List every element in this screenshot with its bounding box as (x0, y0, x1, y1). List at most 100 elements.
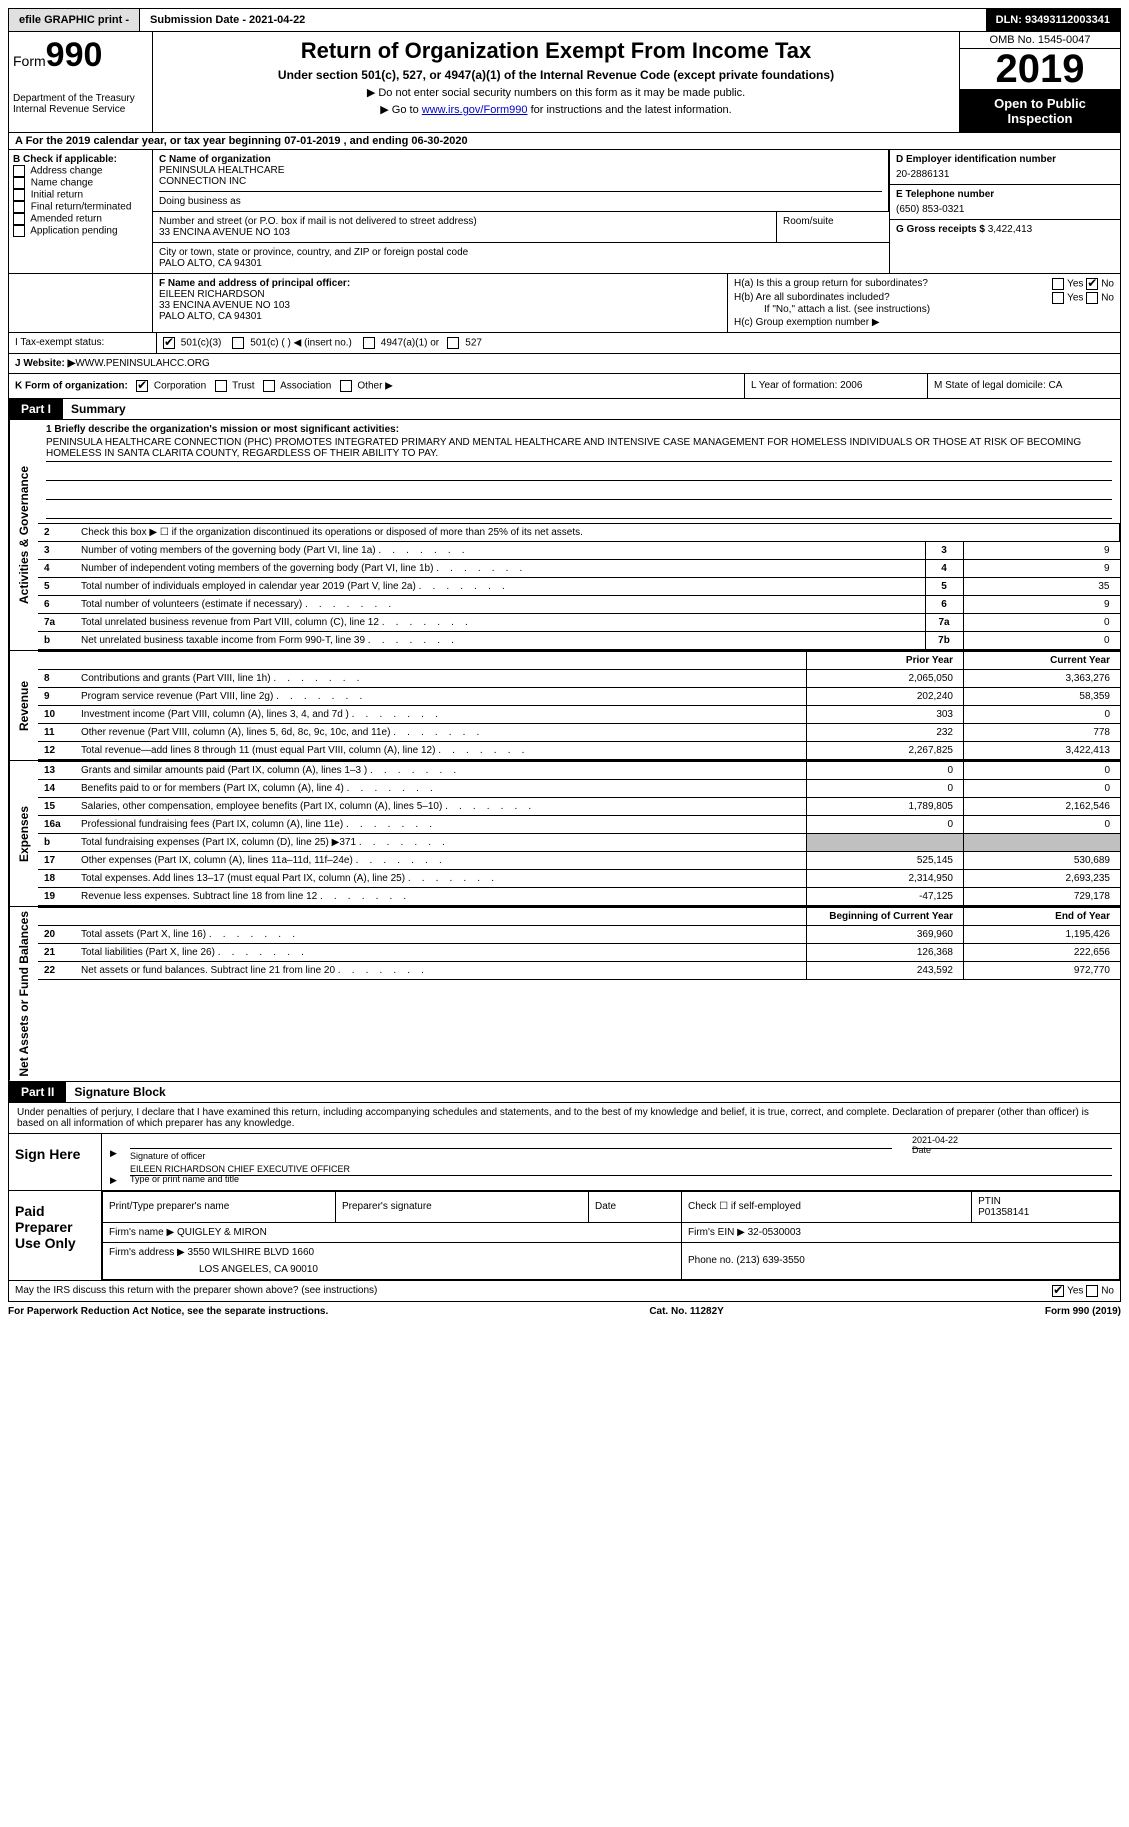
preparer-table: Print/Type preparer's name Preparer's si… (102, 1191, 1120, 1280)
section-f-h: F Name and address of principal officer:… (8, 274, 1121, 333)
hc-label: H(c) Group exemption number ▶ (734, 317, 1114, 328)
firm-ein: 32-0530003 (748, 1227, 801, 1238)
ptin-value: P01358141 (978, 1207, 1113, 1218)
form-subtitle: Under section 501(c), 527, or 4947(a)(1)… (159, 68, 953, 82)
sig-officer-label: Signature of officer (130, 1148, 892, 1161)
firm-addr1: 3550 WILSHIRE BLVD 1660 (188, 1247, 315, 1258)
org-name-label: C Name of organization (159, 154, 882, 165)
prep-name-label: Print/Type preparer's name (103, 1191, 336, 1222)
checkbox-item[interactable]: Final return/terminated (13, 201, 148, 213)
table-row: 9Program service revenue (Part VIII, lin… (38, 688, 1120, 706)
phone-value: (213) 639-3550 (736, 1255, 804, 1266)
opt-501c3: 501(c)(3) (181, 338, 222, 349)
firm-addr2: LOS ANGELES, CA 90010 (199, 1264, 675, 1275)
table-row: 10Investment income (Part VIII, column (… (38, 706, 1120, 724)
table-row: 6Total number of volunteers (estimate if… (38, 596, 1120, 614)
line-i: I Tax-exempt status: 501(c)(3) 501(c) ( … (8, 333, 1121, 354)
net-table: Beginning of Current YearEnd of Year 20T… (38, 907, 1120, 980)
checkbox-item[interactable]: Application pending (13, 225, 148, 237)
th-end: End of Year (964, 908, 1121, 926)
opt-trust: Trust (232, 381, 254, 392)
opt-501c: 501(c) ( ) ◀ (insert no.) (250, 338, 352, 349)
table-row: 16aProfessional fundraising fees (Part I… (38, 816, 1120, 834)
checkbox-item[interactable]: Initial return (13, 189, 148, 201)
dept-irs: Internal Revenue Service (13, 104, 148, 115)
form-org-label: K Form of organization: (15, 381, 128, 392)
mission-block: 1 Briefly describe the organization's mi… (38, 420, 1120, 523)
hb-note: If "No," attach a list. (see instruction… (764, 304, 1114, 315)
firm-addr-label: Firm's address ▶ (109, 1247, 185, 1258)
rev-table: Prior YearCurrent Year 8Contributions an… (38, 651, 1120, 760)
table-row: 8Contributions and grants (Part VIII, li… (38, 670, 1120, 688)
gross-label: G Gross receipts $ (896, 224, 985, 235)
org-name-1: PENINSULA HEALTHCARE (159, 165, 882, 176)
cb-assoc[interactable] (263, 380, 275, 392)
cb-other[interactable] (340, 380, 352, 392)
part2-header: Part II Signature Block (8, 1082, 1121, 1103)
form-title: Return of Organization Exempt From Incom… (159, 38, 953, 64)
discuss-row: May the IRS discuss this return with the… (8, 1281, 1121, 1302)
net-assets-section: Net Assets or Fund Balances Beginning of… (8, 907, 1121, 1082)
col-c-org: C Name of organization PENINSULA HEALTHC… (153, 150, 889, 273)
website-label: J Website: ▶ (15, 358, 75, 369)
form-header: Form990 Department of the Treasury Inter… (8, 32, 1121, 133)
line-j: J Website: ▶ WWW.PENINSULAHCC.ORG (8, 354, 1121, 374)
table-row: bTotal fundraising expenses (Part IX, co… (38, 834, 1120, 852)
col-b-title: B Check if applicable: (13, 154, 148, 165)
ha-label: H(a) Is this a group return for subordin… (734, 278, 928, 290)
part1-header: Part I Summary (8, 399, 1121, 420)
table-row: 12Total revenue—add lines 8 through 11 (… (38, 742, 1120, 760)
name-label: Type or print name and title (130, 1174, 239, 1184)
cb-501c3[interactable] (163, 337, 175, 349)
expenses-section: Expenses 13Grants and similar amounts pa… (8, 761, 1121, 907)
opt-other: Other ▶ (357, 381, 392, 392)
checkbox-item[interactable]: Amended return (13, 213, 148, 225)
room-label: Room/suite (777, 212, 889, 242)
part1-title: Summary (63, 399, 134, 419)
submission-date: Submission Date - 2021-04-22 (140, 14, 315, 26)
addr-value: 33 ENCINA AVENUE NO 103 (159, 227, 770, 238)
cb-527[interactable] (447, 337, 459, 349)
section-b-main: B Check if applicable: Address change Na… (8, 150, 1121, 274)
cb-corp[interactable] (136, 380, 148, 392)
efile-print-button[interactable]: efile GRAPHIC print - (9, 9, 140, 31)
checkbox-item[interactable]: Address change (13, 165, 148, 177)
form-number: Form990 (13, 36, 148, 75)
cb-4947[interactable] (363, 337, 375, 349)
dba-label: Doing business as (159, 191, 882, 207)
tel-value: (650) 853-0321 (896, 204, 1114, 215)
hb-label: H(b) Are all subordinates included? (734, 292, 890, 304)
opt-assoc: Association (280, 381, 331, 392)
org-name-2: CONNECTION INC (159, 176, 882, 187)
col-b-checkboxes: B Check if applicable: Address change Na… (9, 150, 153, 273)
table-row: 5Total number of individuals employed in… (38, 578, 1120, 596)
table-row: 11Other revenue (Part VIII, column (A), … (38, 724, 1120, 742)
table-row: 17Other expenses (Part IX, column (A), l… (38, 852, 1120, 870)
line-k: K Form of organization: Corporation Trus… (8, 374, 1121, 399)
side-rev: Revenue (9, 651, 38, 760)
form-note-link: ▶ Go to www.irs.gov/Form990 for instruct… (159, 103, 953, 116)
signature-block: Under penalties of perjury, I declare th… (8, 1103, 1121, 1281)
form-word: Form (13, 53, 46, 69)
ein-label: D Employer identification number (896, 154, 1114, 165)
checkbox-item[interactable]: Name change (13, 177, 148, 189)
cat-no: Cat. No. 11282Y (649, 1306, 723, 1317)
gov-table: 2Check this box ▶ ☐ if the organization … (38, 523, 1120, 650)
form-num: 990 (46, 36, 103, 74)
prep-check: Check ☐ if self-employed (682, 1191, 972, 1222)
cb-trust[interactable] (215, 380, 227, 392)
website-value: WWW.PENINSULAHCC.ORG (75, 358, 209, 369)
cb-501c[interactable] (232, 337, 244, 349)
gross-value: 3,422,413 (988, 224, 1033, 235)
irs-link[interactable]: www.irs.gov/Form990 (422, 104, 528, 116)
topbar: efile GRAPHIC print - Submission Date - … (8, 8, 1121, 32)
form-ref: Form 990 (2019) (1045, 1306, 1121, 1317)
sign-here: Sign Here (9, 1134, 102, 1190)
note-pre: ▶ Go to (380, 104, 421, 116)
officer-addr2: PALO ALTO, CA 94301 (159, 311, 721, 322)
table-row: 13Grants and similar amounts paid (Part … (38, 762, 1120, 780)
city-label: City or town, state or province, country… (159, 247, 883, 258)
discuss-text: May the IRS discuss this return with the… (15, 1285, 1052, 1297)
opt-527: 527 (465, 338, 482, 349)
h-section: H(a) Is this a group return for subordin… (728, 274, 1120, 332)
